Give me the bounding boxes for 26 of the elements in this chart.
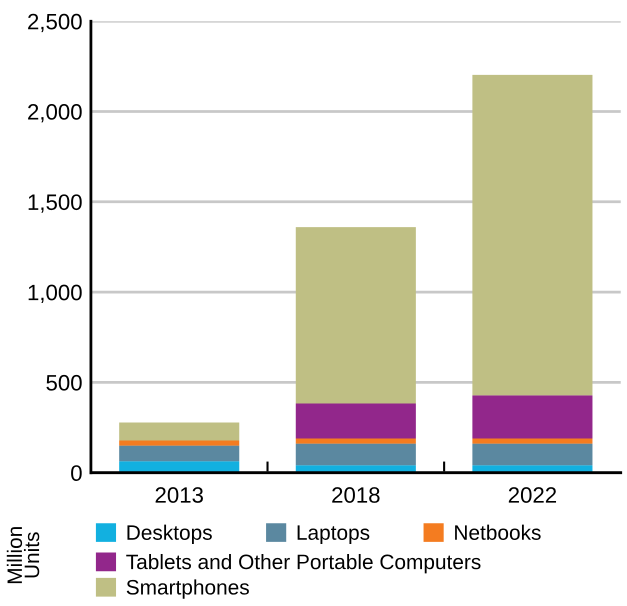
y-tick-label: 0 xyxy=(71,465,82,481)
bar xyxy=(119,422,240,441)
legend-label: Smartphones xyxy=(126,579,249,599)
y-tick-label: 2,000 xyxy=(28,104,82,122)
bar xyxy=(472,438,592,444)
legend-label: Tablets and Other Portable Computers xyxy=(126,554,481,574)
y-axis-title: Million Units xyxy=(6,527,40,584)
bar xyxy=(472,444,592,466)
bar xyxy=(296,444,416,466)
x-tick-label: 2018 xyxy=(332,487,380,503)
bar xyxy=(119,440,240,446)
bar xyxy=(472,74,592,396)
bar xyxy=(296,438,416,444)
x-tick-label: 2013 xyxy=(156,487,203,503)
legend-label: Laptops xyxy=(298,525,370,544)
y-tick-label: 1,000 xyxy=(28,284,82,303)
x-tick-label: 2022 xyxy=(508,487,556,503)
legend-label: Desktops xyxy=(127,524,212,544)
y-tick-label: 500 xyxy=(46,374,82,391)
bar xyxy=(472,395,592,439)
y-tick-label: 1,500 xyxy=(28,194,82,213)
legend-label: Netbooks xyxy=(455,524,541,540)
y-tick-label: 2,500 xyxy=(28,14,82,32)
bar xyxy=(296,227,416,404)
bar xyxy=(296,404,416,439)
bar xyxy=(119,446,240,462)
